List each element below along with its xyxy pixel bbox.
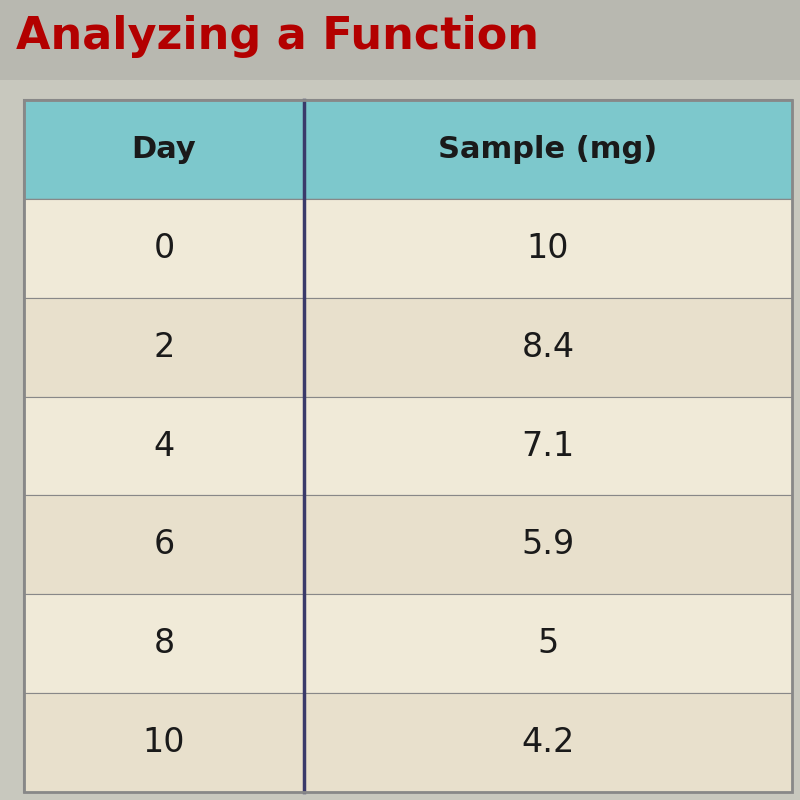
Text: 7.1: 7.1 xyxy=(522,430,574,462)
Text: 10: 10 xyxy=(526,232,570,265)
Text: 10: 10 xyxy=(142,726,186,759)
Text: 8.4: 8.4 xyxy=(522,330,574,364)
Text: Day: Day xyxy=(132,135,196,164)
Text: 5: 5 xyxy=(538,627,558,660)
Text: 2: 2 xyxy=(154,330,174,364)
Text: 6: 6 xyxy=(154,528,174,562)
Text: 5.9: 5.9 xyxy=(522,528,574,562)
Text: Analyzing a Function: Analyzing a Function xyxy=(16,14,539,58)
Text: 4: 4 xyxy=(154,430,174,462)
Text: 8: 8 xyxy=(154,627,174,660)
Text: Sample (mg): Sample (mg) xyxy=(438,135,658,164)
Text: 0: 0 xyxy=(154,232,174,265)
Text: 4.2: 4.2 xyxy=(522,726,574,759)
